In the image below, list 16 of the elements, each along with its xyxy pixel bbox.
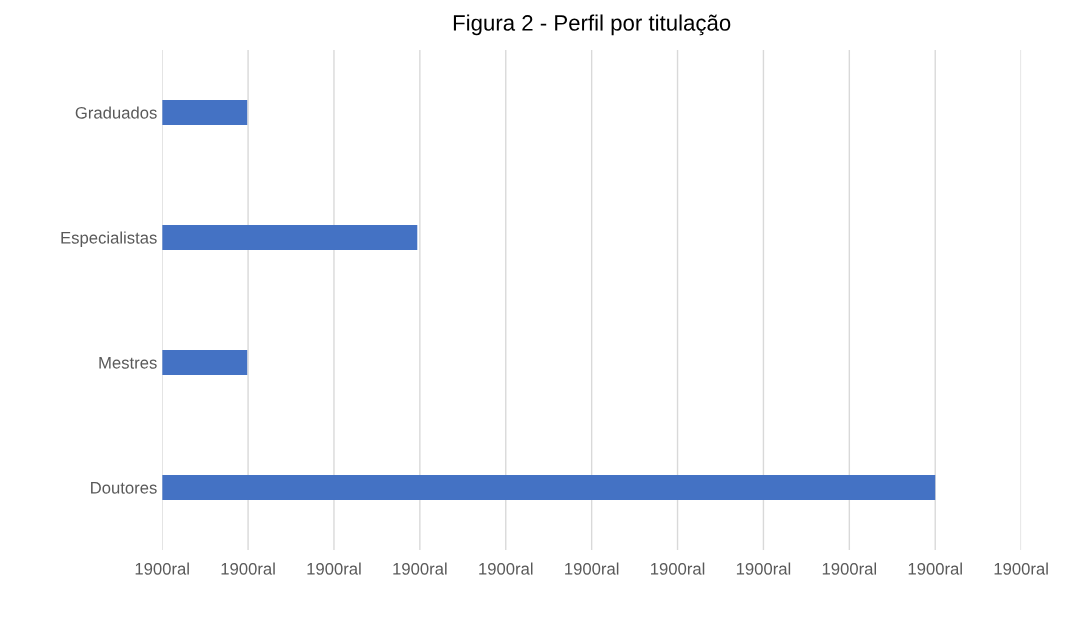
text: 1900ral [393, 562, 447, 575]
text: 1900ral [822, 562, 877, 575]
text: 1900ral [651, 562, 705, 575]
text: 1900ral [479, 562, 533, 575]
y-tick-label: Especialistas [61, 231, 157, 247]
text: 1900ral [994, 562, 1048, 575]
y-tick-label: Mestres [99, 357, 157, 369]
y-tick-label: Graduados [75, 106, 157, 119]
text: 1900ral [221, 562, 275, 575]
text: 1900ral [908, 562, 962, 575]
y-tick-label: Doutores [91, 482, 157, 494]
text: 1900ral [736, 562, 791, 575]
text: 1900ral [565, 562, 619, 575]
text: 1900ral [135, 562, 189, 575]
text: 1900ral [307, 562, 361, 575]
chart-title: Figura 2 - Perfil por titulação [453, 14, 731, 36]
